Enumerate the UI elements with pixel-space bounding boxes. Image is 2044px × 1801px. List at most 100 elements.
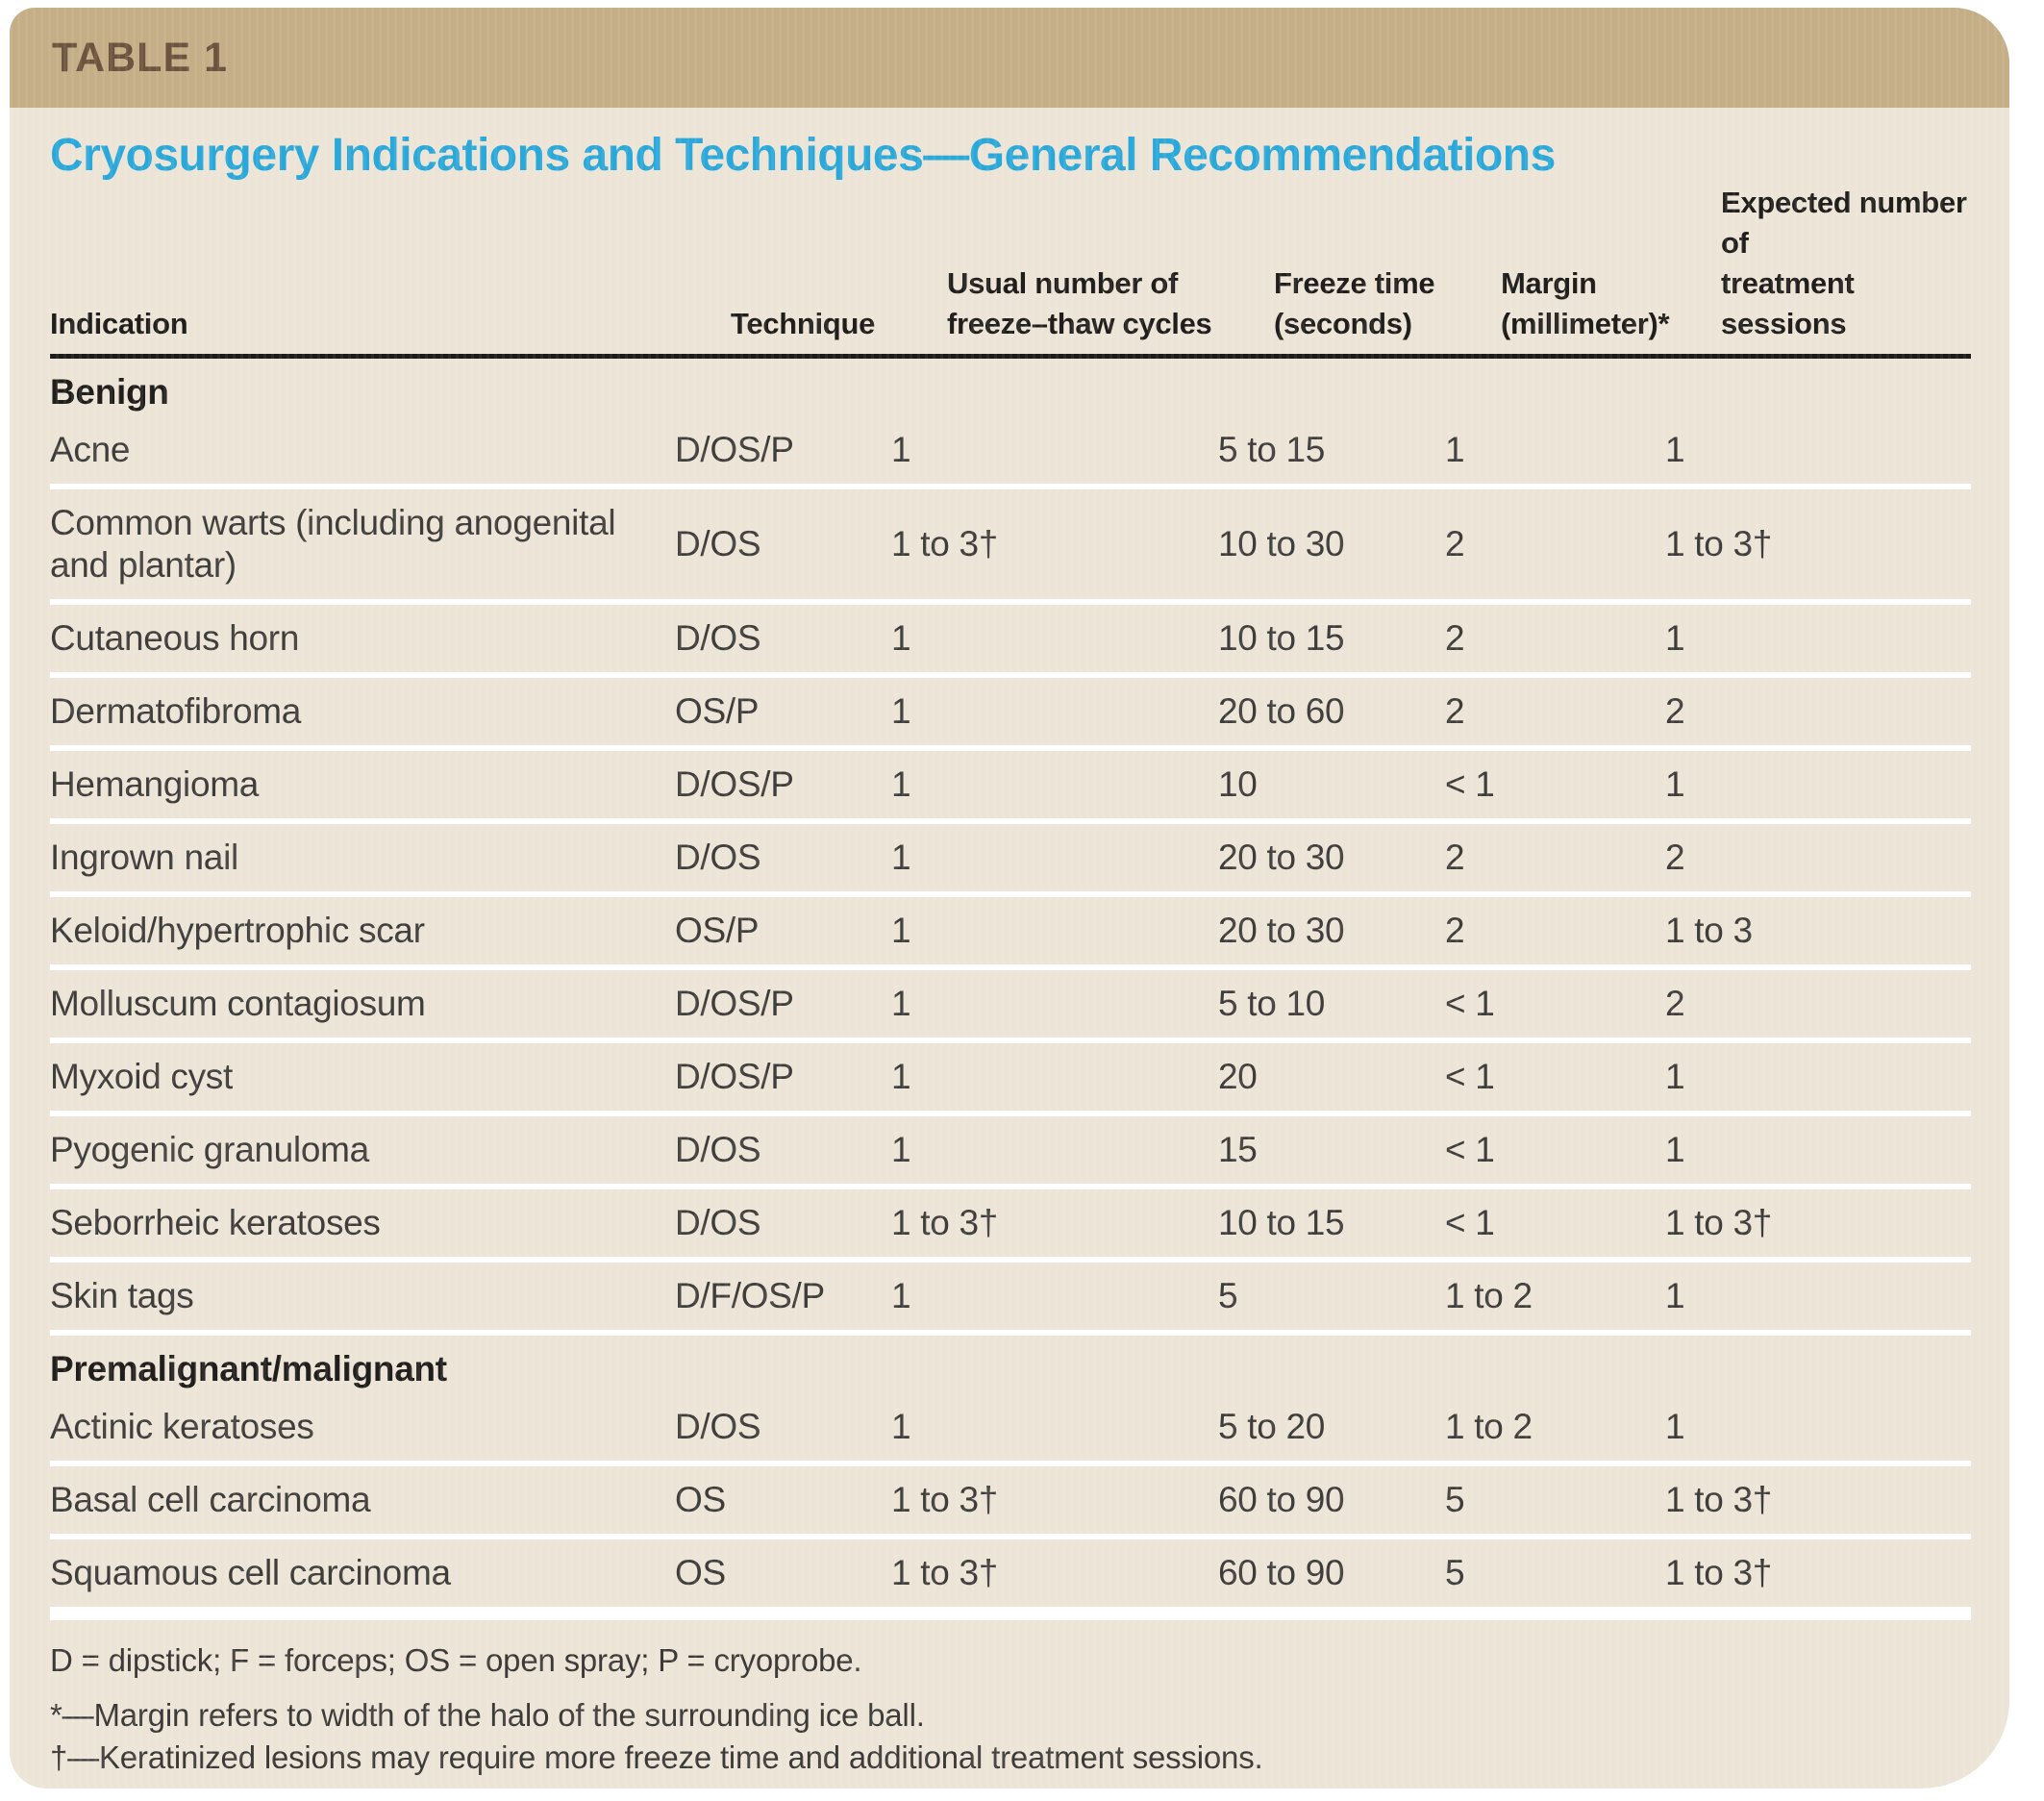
cell-margin: < 1 [1445, 764, 1495, 804]
cell-sessions: 1 to 3 [1665, 911, 1753, 950]
cell-margin: < 1 [1445, 984, 1495, 1023]
cell-technique: D/OS/P [675, 1057, 794, 1096]
table-row: Molluscum contagiosum D/OS/P 1 5 to 10 <… [50, 970, 1971, 1043]
table-row: Skin tags D/F/OS/P 1 5 1 to 2 1 [50, 1263, 1971, 1336]
cell-sessions: 1 [1665, 1276, 1685, 1315]
cell-indication: Actinic keratoses [50, 1407, 314, 1446]
cell-margin: 5 [1445, 1553, 1465, 1592]
cell-freeze-time: 60 to 90 [1218, 1480, 1345, 1519]
cell-technique: D/OS [675, 1130, 761, 1169]
table-row: Basal cell carcinoma OS 1 to 3† 60 to 90… [50, 1466, 1971, 1539]
cell-freeze-thaw-cycles: 1 [891, 1407, 911, 1446]
cell-margin: < 1 [1445, 1130, 1495, 1169]
cell-freeze-thaw-cycles: 1 [891, 430, 911, 469]
table-row: Actinic keratoses D/OS 1 5 to 20 1 to 2 … [50, 1393, 1971, 1466]
cell-margin: 2 [1445, 838, 1465, 877]
table-content: Cryosurgery Indications and Techniques—G… [10, 129, 2009, 1788]
table-row: Seborrheic keratoses D/OS 1 to 3† 10 to … [50, 1189, 1971, 1263]
column-header-freeze_time: Freeze time (seconds) [1274, 266, 1435, 340]
cell-margin: 1 to 2 [1445, 1407, 1533, 1446]
column-header-cycles: Usual number of freeze–thaw cycles [947, 266, 1212, 340]
cell-freeze-thaw-cycles: 1 [891, 911, 911, 950]
column-header-row: Indication Technique Usual number of freeze… [50, 183, 1971, 354]
cell-freeze-time: 15 [1218, 1130, 1258, 1169]
cell-indication: Molluscum contagiosum [50, 984, 426, 1023]
cell-freeze-thaw-cycles: 1 [891, 691, 911, 731]
cell-freeze-time: 5 to 10 [1218, 984, 1326, 1023]
cell-technique: D/OS/P [675, 430, 794, 469]
cell-technique: D/OS/P [675, 984, 794, 1023]
cell-sessions: 1 to 3† [1665, 1480, 1773, 1519]
section-header: Benign [50, 372, 169, 412]
cell-margin: 2 [1445, 911, 1465, 950]
footnote-dagger: †—Keratinized lesions may require more f… [50, 1739, 1263, 1775]
cell-sessions: 1 to 3† [1665, 524, 1773, 563]
cell-sessions: 1 [1665, 1130, 1685, 1169]
cell-freeze-time: 5 [1218, 1276, 1238, 1315]
cell-indication: Pyogenic granuloma [50, 1130, 369, 1169]
cell-indication: Acne [50, 430, 131, 469]
cell-indication: Ingrown nail [50, 838, 238, 877]
cell-technique: OS [675, 1480, 726, 1519]
cell-margin: < 1 [1445, 1203, 1495, 1242]
cell-technique: D/F/OS/P [675, 1276, 825, 1315]
cell-freeze-thaw-cycles: 1 to 3† [891, 524, 999, 563]
cell-sessions: 2 [1665, 691, 1685, 731]
cell-freeze-time: 20 to 30 [1218, 838, 1345, 877]
cell-margin: 2 [1445, 691, 1465, 731]
column-header-indication: Indication [50, 307, 188, 340]
cell-technique: D/OS [675, 1203, 761, 1242]
footnote-symbol-notes: *—Margin refers to width of the halo of … [50, 1694, 1971, 1779]
table-label: TABLE 1 [52, 34, 228, 81]
cell-technique: OS [675, 1553, 726, 1592]
cell-technique: D/OS [675, 1407, 761, 1446]
cell-freeze-time: 10 to 15 [1218, 618, 1345, 658]
section-header: Premalignant/malignant [50, 1349, 447, 1388]
table-row: Keloid/hypertrophic scar OS/P 1 20 to 30… [50, 897, 1971, 970]
cell-freeze-thaw-cycles: 1 to 3† [891, 1553, 999, 1592]
table-row: Myxoid cyst D/OS/P 1 20 < 1 1 [50, 1043, 1971, 1116]
cell-freeze-thaw-cycles: 1 [891, 1057, 911, 1096]
cell-sessions: 2 [1665, 984, 1685, 1023]
cell-technique: D/OS [675, 524, 761, 563]
cell-freeze-thaw-cycles: 1 to 3† [891, 1480, 999, 1519]
cell-indication: Basal cell carcinoma [50, 1480, 371, 1519]
cell-freeze-time: 20 to 30 [1218, 911, 1345, 950]
cell-indication: Myxoid cyst [50, 1057, 233, 1096]
cell-indication: Keloid/hypertrophic scar [50, 911, 425, 950]
cell-margin: 1 [1445, 430, 1465, 469]
cell-indication: Dermatofibroma [50, 691, 302, 731]
cell-margin: 5 [1445, 1480, 1465, 1519]
cell-freeze-thaw-cycles: 1 to 3† [891, 1203, 999, 1242]
cell-freeze-thaw-cycles: 1 [891, 1276, 911, 1315]
cell-technique: D/OS [675, 618, 761, 658]
cell-sessions: 1 [1665, 764, 1685, 804]
table-row: Dermatofibroma OS/P 1 20 to 60 2 2 [50, 678, 1971, 751]
cell-sessions: 1 to 3† [1665, 1553, 1773, 1592]
table-title: Cryosurgery Indications and Techniques—G… [50, 130, 1556, 181]
table-row: Ingrown nail D/OS 1 20 to 30 2 2 [50, 824, 1971, 897]
cell-freeze-thaw-cycles: 1 [891, 618, 911, 658]
cell-freeze-thaw-cycles: 1 [891, 984, 911, 1023]
footnotes: D = dipstick; F = forceps; OS = open spr… [50, 1639, 1971, 1788]
footnote-abbreviations: D = dipstick; F = forceps; OS = open spr… [50, 1642, 862, 1678]
table-row: Acne D/OS/P 1 5 to 15 1 1 [50, 416, 1971, 489]
cell-technique: D/OS [675, 838, 761, 877]
cell-freeze-time: 20 [1218, 1057, 1258, 1096]
cell-indication: Skin tags [50, 1276, 194, 1315]
cell-freeze-thaw-cycles: 1 [891, 838, 911, 877]
table-row: Cutaneous horn D/OS 1 10 to 15 2 1 [50, 605, 1971, 678]
table-row: Hemangioma D/OS/P 1 10 < 1 1 [50, 751, 1971, 824]
table-card: TABLE 1 Cryosurgery Indications and Tech… [10, 8, 2009, 1788]
cell-freeze-time: 5 to 20 [1218, 1407, 1326, 1446]
table-row: Common warts (including anogenital and p… [50, 489, 1971, 605]
cell-indication: Seborrheic keratoses [50, 1203, 381, 1242]
cell-freeze-time: 10 to 30 [1218, 524, 1345, 563]
column-header-sessions: Expected number of treatment sessions [1721, 186, 1967, 340]
cell-margin: 1 to 2 [1445, 1276, 1533, 1315]
column-header-margin: Margin (millimeter)* [1501, 266, 1670, 340]
cell-freeze-thaw-cycles: 1 [891, 1130, 911, 1169]
cell-sessions: 1 to 3† [1665, 1203, 1773, 1242]
cell-indication: Squamous cell carcinoma [50, 1553, 451, 1592]
